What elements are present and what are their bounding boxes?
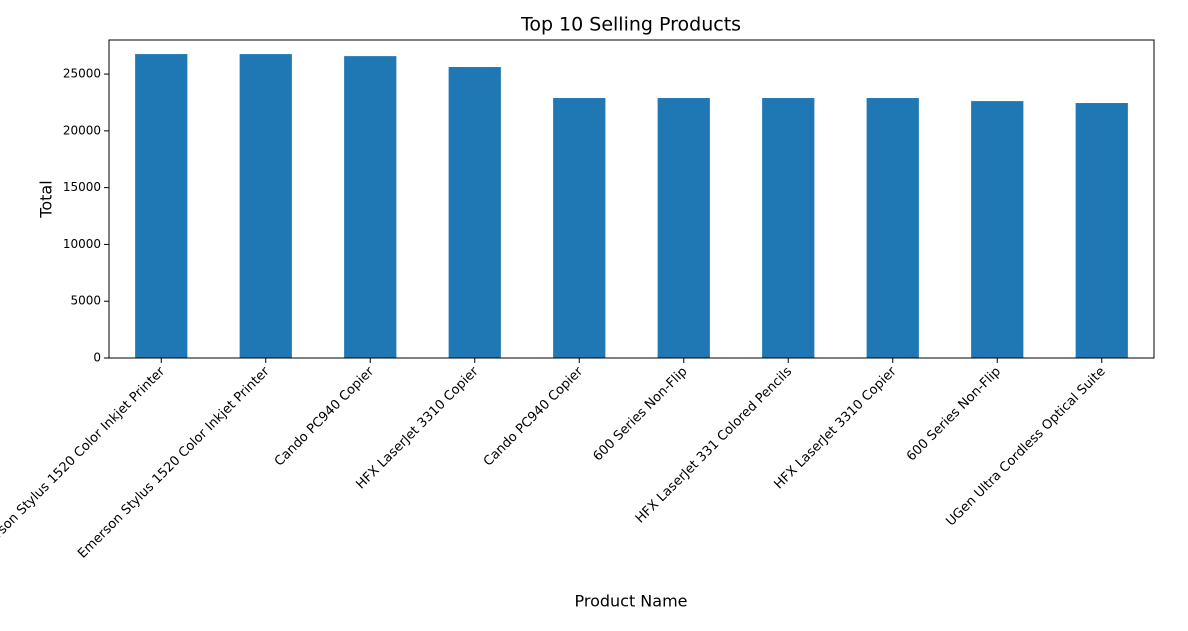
plot-frame <box>108 39 1155 359</box>
y-tick-label: 10000 <box>63 237 101 251</box>
bar <box>135 54 188 358</box>
x-tick-label: Emerson Stylus 1520 Color Inkjet Printer <box>0 364 169 562</box>
y-axis-label: Total <box>37 180 56 218</box>
y-tick-label: 15000 <box>63 180 101 194</box>
y-tick-label: 5000 <box>70 294 101 308</box>
bar <box>344 56 397 359</box>
bar <box>657 98 710 358</box>
x-tick-label: HFX LaserJet 3310 Copier <box>353 364 482 493</box>
x-tick-label: Emerson Stylus 1520 Color Inkjet Printer <box>75 364 273 562</box>
bar <box>448 67 501 358</box>
x-tick-label: HFX LaserJet 3310 Copier <box>771 364 900 493</box>
chart-title: Top 10 Selling Products <box>520 14 741 36</box>
y-tick-label: 20000 <box>63 123 101 137</box>
bar <box>239 54 292 358</box>
y-tick-label: 25000 <box>63 67 101 81</box>
x-tick-label: Cando PC940 Copier <box>272 364 378 470</box>
bar <box>866 98 919 358</box>
x-tick-label: 600 Series Non-Flip <box>590 364 690 464</box>
bar <box>1075 103 1128 359</box>
x-axis-label: Product Name <box>574 592 687 611</box>
x-tick-label: Cando PC940 Copier <box>481 364 587 470</box>
y-tick-label: 0 <box>93 351 101 365</box>
bar <box>971 101 1024 358</box>
bar <box>553 98 606 358</box>
bar <box>762 98 815 358</box>
x-tick-label: 600 Series Non-Flip <box>904 364 1004 464</box>
